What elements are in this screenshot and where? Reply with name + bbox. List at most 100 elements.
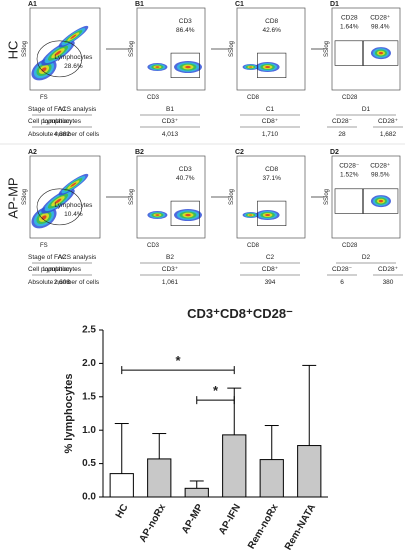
group-label: HC (5, 41, 20, 60)
gate-percent: 98.5% (371, 171, 390, 178)
panel-id: A2 (28, 149, 37, 156)
cell-density (185, 65, 191, 69)
bar (297, 445, 322, 498)
table-stage: A2 (58, 254, 66, 261)
cell-density (155, 66, 160, 68)
gate-percent: 42.6% (262, 27, 281, 34)
y-axis-label: SSlog (22, 189, 28, 205)
table-population: CD28⁻ (332, 118, 353, 125)
y-axis-label: SSlog (324, 41, 330, 57)
panel-id: D2 (330, 149, 339, 156)
x-tick-label: AP-noRx (137, 502, 168, 544)
table-stage: C1 (266, 106, 275, 113)
x-axis-label: CD3 (147, 243, 160, 249)
table-row-label: Absolute number of cells (28, 131, 100, 138)
table-stage: D1 (362, 106, 371, 113)
gate-percent: 1.52% (340, 171, 359, 178)
gate-percent: 37.1% (262, 175, 281, 182)
facs-plot (236, 155, 306, 239)
table-row-label: Cell population (28, 118, 71, 125)
gate (170, 52, 200, 78)
y-axis-label: SSlog (324, 189, 330, 205)
panel-id: C1 (235, 1, 244, 8)
significance-label: * (213, 383, 219, 398)
cell-density (155, 214, 160, 216)
gate (170, 200, 200, 227)
gate-percent: 40.7% (176, 175, 195, 182)
gate-percent: 1.64% (340, 23, 359, 30)
x-axis-label: CD28 (342, 243, 358, 249)
gate-name: CD28⁻ (339, 162, 360, 169)
y-axis-label: SSlog (129, 189, 135, 205)
gate-name: CD3 (179, 166, 192, 173)
table-count: 6 (340, 279, 344, 286)
x-tick-label: AP-MP (180, 502, 206, 536)
y-tick-label: 2.5 (82, 325, 96, 336)
table-count: 380 (383, 279, 394, 286)
cell-density (70, 182, 77, 187)
table-population: Lymphocytes (43, 118, 82, 125)
gate (257, 200, 287, 227)
table-stage: B1 (166, 106, 174, 113)
gate (257, 52, 287, 78)
table-population: CD28⁺ (378, 118, 399, 125)
table-stage: D2 (362, 254, 371, 261)
group-label: AP-MP (5, 177, 20, 218)
table-row-label: Cell population (28, 266, 71, 273)
panel-id: D1 (330, 1, 339, 8)
y-axis-title: % lymphocytes (63, 373, 75, 453)
gate-name: CD8 (265, 18, 278, 25)
chart-title: CD3⁺CD8⁺CD28⁻ (187, 306, 293, 321)
table-population: CD3⁺ (162, 266, 179, 273)
cell-density (54, 198, 62, 204)
panel-id: A1 (28, 1, 37, 8)
panel-id: B1 (135, 1, 144, 8)
bar (184, 487, 209, 498)
table-population: CD8⁺ (262, 118, 279, 125)
table-count: 28 (338, 131, 346, 138)
facs-plot (331, 7, 401, 91)
x-axis-label: CD3 (147, 95, 160, 101)
gate-percent: 98.4% (371, 23, 390, 30)
table-count: 4,882 (54, 131, 71, 138)
x-axis-label: CD8 (247, 243, 260, 249)
x-tick-label: Rem-NATA (283, 502, 318, 550)
table-row-label: Stage of FACS analysis (28, 106, 97, 113)
x-tick-label: AP-IFN (217, 502, 243, 536)
gate (36, 40, 83, 78)
y-tick-label: 0.0 (82, 492, 96, 503)
gate-name: CD3 (179, 18, 192, 25)
cell-density (54, 50, 62, 56)
table-stage: C2 (266, 254, 275, 261)
y-axis-label: SSlog (229, 189, 235, 205)
table-population: CD28⁻ (332, 266, 353, 273)
gate (36, 188, 83, 226)
facs-plot (236, 7, 306, 91)
gate-name: CD28⁺ (370, 162, 391, 169)
x-axis-label: CD8 (247, 95, 260, 101)
table-count: 1,682 (380, 131, 397, 138)
gate-name: CD28⁺ (370, 14, 391, 21)
x-axis-label: CD28 (342, 95, 358, 101)
table-count: 1,710 (262, 131, 279, 138)
cell-density (265, 214, 270, 217)
table-count: 1,061 (162, 279, 179, 286)
cell-density (185, 213, 191, 217)
gate-percent: 86.4% (176, 27, 195, 34)
table-population: CD3⁺ (162, 118, 179, 125)
table-row-label: Absolute number of cells (28, 279, 100, 286)
gate (334, 188, 364, 214)
y-axis-label: SSlog (22, 41, 28, 57)
bar (109, 473, 134, 498)
cell-density (378, 199, 383, 203)
y-tick-label: 1.0 (82, 425, 96, 436)
gate (334, 40, 364, 66)
x-tick-label: HC (114, 502, 131, 520)
gate-name: Lymphocytes (54, 54, 93, 61)
x-axis-label: FS (40, 243, 48, 249)
gate-name: Lymphocytes (54, 202, 93, 209)
panel-id: B2 (135, 149, 144, 156)
table-row-label: Stage of FACS analysis (28, 254, 97, 261)
panel-id: C2 (235, 149, 244, 156)
